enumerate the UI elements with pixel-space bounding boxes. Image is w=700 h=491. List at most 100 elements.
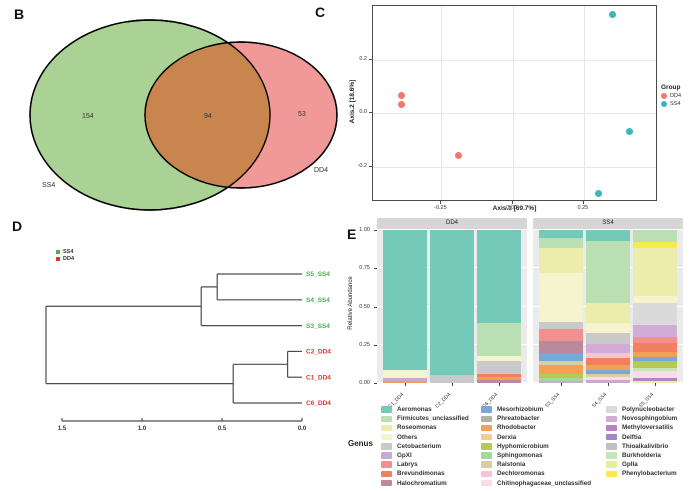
genus-legend-item: GpIIa: [606, 460, 677, 469]
bars-y-tick: [374, 268, 377, 270]
venn-label-dd4: DD4: [314, 167, 328, 174]
bar-segment-gpxi: [383, 378, 427, 381]
scatter-legend-label: DD4: [670, 93, 682, 99]
genus-legend-swatch: [606, 406, 617, 413]
bar-segment-brevundimonas: [586, 357, 630, 366]
scatter-gridline: [583, 6, 585, 200]
genus-legend-item: Phreatobacter: [481, 414, 591, 423]
genus-legend-item: Delftia: [606, 433, 677, 442]
scatter-x-tick: [440, 201, 442, 204]
bar-segment-chitinophagaceae_unclassified: [633, 371, 677, 378]
dendrogram-leaf-label: C1_DD4: [306, 374, 331, 381]
bar-segment-novosphingobium: [633, 324, 677, 338]
bars-x-tick: [499, 383, 500, 386]
panel-d-label: D: [12, 218, 23, 234]
bars-y-tick: [374, 306, 377, 308]
bar-segment-hyphomicrobium: [633, 361, 677, 368]
genus-legend-swatch: [381, 461, 392, 468]
bar-segment-aeromonas: [539, 230, 583, 239]
scatter-gridline: [373, 59, 656, 61]
dendrogram: S5_SS4 S4_SS4 S3_SS4 C2_DD4 C1_DD4 C6_DD4 1.5 1…: [45, 271, 331, 432]
dendrogram-legend-item: DD4: [56, 256, 74, 262]
genus-legend-label: Cetobacterium: [397, 442, 442, 450]
bars-y-tick: [374, 344, 377, 346]
bar-segment-labrys: [539, 328, 583, 341]
genus-legend-label: Hyphomicrobium: [497, 442, 549, 450]
venn-count-ss4: 154: [82, 113, 94, 120]
stacked-bar-s3_ss4: [539, 230, 583, 383]
genus-legend-label: GpXI: [397, 452, 412, 460]
genus-legend-item: Thioalkalivibrio: [606, 442, 677, 451]
genus-legend-label: Thioalkalivibrio: [622, 442, 669, 450]
bar-segment-others: [633, 295, 677, 304]
dendrogram-axis-tick-label: 0.0: [298, 426, 307, 432]
genus-legend-item: Derxia: [481, 433, 591, 442]
bars-x-tick: [452, 383, 453, 386]
bar-segment-rhodobacter: [477, 376, 521, 380]
stacked-bar-c6_dd4: [477, 230, 521, 383]
venn-count-intersection: 94: [204, 113, 212, 120]
bar-segment-others: [477, 356, 521, 361]
genus-legend-label: Roseomonas: [397, 424, 437, 432]
scatter-legend-swatch: [661, 101, 667, 107]
bar-segment-phenylobacterium: [633, 242, 677, 249]
genus-legend-item: Methyloversatilis: [606, 423, 677, 432]
scatter-legend-title: Group: [661, 84, 681, 91]
bar-segment-hyphomicrobium: [539, 373, 583, 379]
bar-segment-mesorhizobium: [586, 369, 630, 374]
bar-segment-gpxi: [586, 379, 630, 383]
facet-panel-dd4: [377, 229, 527, 383]
genus-legend-label: Methyloversatilis: [622, 424, 674, 432]
facet-strip-ss4: SS4: [533, 218, 683, 229]
bar-segment-chitinophagaceae_unclassified: [586, 376, 630, 380]
genus-legend-item: GpXI: [381, 451, 469, 460]
stacked-bar-c1_dd4: [383, 230, 427, 383]
bar-segment-roseomonas: [633, 248, 677, 296]
bar-segment-roseomonas: [586, 302, 630, 323]
scatter-x-axis-title: Axis.1 [69.7%]: [492, 205, 537, 212]
genus-legend-label: Derxia: [497, 433, 517, 441]
bar-segment-mesorhizobium: [633, 356, 677, 362]
scatter-legend-label: SS4: [670, 101, 681, 107]
bar-segment-brevundimonas: [477, 373, 521, 377]
bars-y-tick: [374, 230, 377, 231]
bar-segment-ralstonia: [586, 373, 630, 377]
bar-segment-others: [539, 272, 583, 322]
genus-legend-column: Polynucleobacter Novosphingobium Methylove…: [606, 405, 677, 479]
genus-legend-label: Novosphingobium: [622, 415, 678, 423]
bar-segment-cetobacterium: [477, 360, 521, 374]
bar-segment-aeromonas: [430, 230, 474, 375]
venn-intersection: [145, 42, 270, 188]
genus-legend-item: Firmicutes_unclassified: [381, 414, 469, 423]
genus-legend-item: Labrys: [381, 460, 469, 469]
bar-segment-roseomonas: [539, 248, 583, 273]
bar-segment-aeromonas: [586, 230, 630, 242]
stacked-bar-s4_ss4: [586, 230, 630, 383]
scatter-legend-item: SS4: [661, 101, 681, 107]
dendrogram-axis-tick-label: 1.0: [138, 426, 147, 432]
panel-c-label: C: [315, 4, 326, 20]
bar-segment-burkholderia: [633, 367, 677, 372]
genus-legend-swatch: [481, 452, 492, 459]
genus-legend-label: Delftia: [622, 433, 642, 441]
bars-y-tick-label: 1.00: [359, 227, 370, 233]
scatter-point-ss4: [594, 190, 602, 198]
genus-legend-label: Phreatobacter: [497, 415, 540, 423]
genus-legend-swatch: [481, 406, 492, 413]
genus-legend-item: Aeromonas: [381, 405, 469, 414]
facet-panel-ss4: [533, 229, 683, 383]
genus-legend-swatch: [381, 443, 392, 450]
genus-legend-label: Burkholderia: [622, 452, 661, 460]
venn-count-dd4: 53: [298, 111, 306, 118]
bar-segment-others: [586, 322, 630, 334]
scatter-point-dd4: [398, 100, 405, 108]
bar-segment-brevundimonas: [633, 343, 677, 353]
venn-diagram: 154 94 53 SS4 DD4: [29, 19, 338, 211]
bar-segment-others: [383, 369, 427, 379]
scatter-y-tick-label: 0.2: [359, 55, 367, 62]
scatter-point-dd4: [455, 151, 462, 159]
panel-b-label: B: [14, 6, 25, 22]
genus-legend-swatch: [606, 452, 617, 459]
genus-legend-swatch: [606, 415, 617, 423]
scatter-point-dd4: [398, 91, 405, 99]
